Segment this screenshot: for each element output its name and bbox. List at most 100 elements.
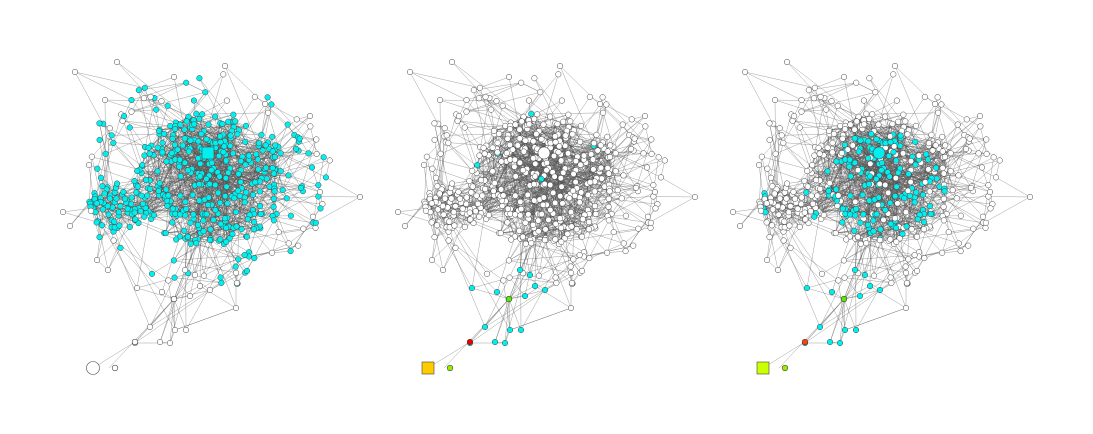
node (113, 58, 121, 66)
node (572, 158, 579, 165)
node (270, 217, 277, 224)
edge (318, 196, 361, 198)
node (217, 139, 224, 146)
node (558, 238, 565, 245)
edge (131, 87, 146, 112)
node (431, 234, 438, 241)
node (557, 215, 564, 222)
node (182, 326, 190, 334)
node (217, 199, 224, 206)
node (134, 183, 141, 190)
edge (194, 124, 276, 171)
node (401, 222, 409, 230)
edge (138, 90, 152, 146)
edge (104, 204, 114, 241)
node (493, 288, 501, 296)
node (628, 145, 635, 153)
node (219, 120, 226, 128)
lime-node (446, 364, 454, 372)
node (532, 173, 539, 180)
edge (272, 191, 321, 217)
node (196, 75, 203, 82)
node (102, 150, 109, 157)
node (185, 148, 192, 155)
node (159, 139, 166, 146)
node (216, 173, 223, 180)
node (577, 122, 585, 129)
node (452, 203, 459, 210)
node (168, 150, 175, 157)
node (558, 224, 565, 232)
node (113, 180, 121, 187)
node (131, 177, 138, 185)
node (541, 237, 548, 244)
edge (168, 195, 187, 210)
edge (123, 115, 146, 148)
node (315, 182, 322, 189)
node (605, 217, 612, 224)
node (504, 205, 511, 212)
node (567, 304, 575, 312)
node (220, 149, 227, 156)
node (245, 152, 253, 159)
node (182, 198, 189, 205)
node (554, 120, 561, 128)
edge (157, 147, 160, 184)
node (459, 205, 466, 212)
node (647, 224, 654, 231)
node (113, 195, 120, 202)
node (483, 270, 491, 277)
node (559, 200, 566, 207)
node (594, 147, 601, 154)
node (256, 203, 264, 210)
node (565, 150, 572, 157)
node (243, 189, 250, 196)
node (555, 71, 562, 78)
node (146, 323, 154, 331)
node (599, 94, 606, 101)
node (498, 158, 505, 165)
node (262, 164, 270, 171)
node (448, 58, 456, 66)
node (567, 118, 574, 125)
node (242, 122, 250, 129)
node (521, 292, 529, 300)
node (499, 202, 506, 209)
node (437, 150, 444, 157)
node (622, 248, 629, 255)
node (187, 219, 194, 226)
edge (173, 285, 201, 300)
edge (215, 141, 228, 204)
node (528, 240, 535, 247)
node (657, 174, 664, 181)
node (225, 118, 232, 125)
node (531, 197, 538, 204)
edge (211, 204, 274, 221)
node (94, 165, 101, 172)
node (156, 180, 163, 187)
node (135, 87, 142, 94)
edge (89, 203, 138, 289)
edge (161, 236, 181, 293)
edge (74, 71, 145, 89)
node (141, 152, 148, 159)
node (439, 266, 447, 274)
edge (236, 148, 270, 227)
edge (280, 153, 302, 188)
panel-1 (59, 58, 364, 375)
node (223, 238, 230, 245)
node (195, 138, 202, 145)
node (241, 251, 248, 259)
green-node (505, 295, 513, 303)
node (256, 188, 263, 195)
edge (636, 139, 652, 187)
node (535, 272, 543, 279)
node (499, 102, 506, 109)
node (552, 236, 559, 243)
node (578, 233, 586, 240)
node (183, 79, 190, 86)
node (476, 84, 483, 91)
node (141, 84, 148, 91)
node (271, 153, 279, 161)
node (158, 288, 166, 296)
